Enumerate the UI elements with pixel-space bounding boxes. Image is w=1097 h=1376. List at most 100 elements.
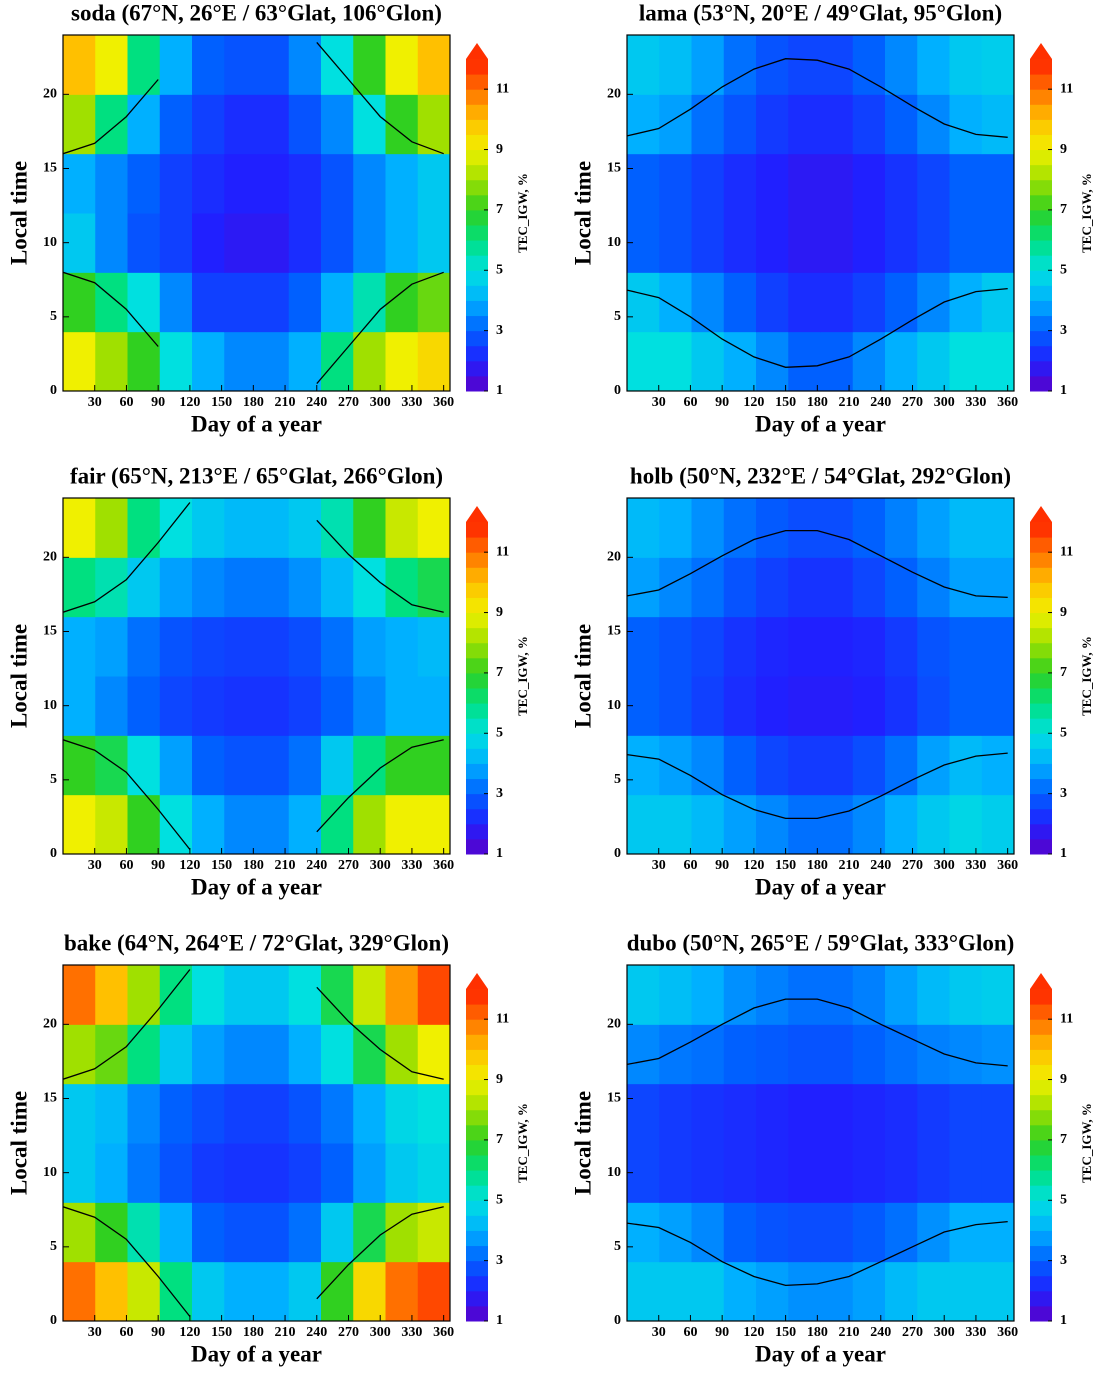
y-tick-label: 5 xyxy=(614,772,621,787)
heatmap-cell xyxy=(659,676,692,736)
plot-frame xyxy=(62,497,451,855)
heatmap-cell xyxy=(627,1261,660,1321)
x-tick-label: 240 xyxy=(870,395,891,410)
heatmap-cell xyxy=(63,1024,96,1085)
colorbar-band xyxy=(466,1200,488,1216)
heatmap-cell xyxy=(127,965,161,1025)
heatmap-cell xyxy=(659,735,692,796)
colorbar-band xyxy=(1030,838,1052,855)
heatmap-cell xyxy=(659,1261,692,1321)
heatmap-cell xyxy=(417,94,450,155)
heatmap-cell xyxy=(723,1143,757,1203)
heatmap-cell xyxy=(627,35,660,95)
heatmap-cell xyxy=(788,498,821,558)
colorbar-band xyxy=(466,1094,488,1111)
heatmap-cell xyxy=(256,1261,290,1321)
heatmap-cell xyxy=(981,1083,1014,1144)
colorbar-band xyxy=(1030,1079,1052,1096)
heatmap-cell xyxy=(224,1261,257,1321)
colorbar-band xyxy=(466,657,488,674)
y-tick-label: 15 xyxy=(607,161,621,176)
colorbar-band xyxy=(466,285,488,301)
y-axis-label: Local time xyxy=(6,624,31,728)
y-tick-label: 0 xyxy=(614,1313,621,1328)
heatmap-cell xyxy=(885,94,918,155)
colorbar-band xyxy=(1030,315,1052,332)
panel: holb (50°N, 232°E / 54°Glat, 292°Glon)30… xyxy=(570,463,1094,899)
colorbar-tick-label: 11 xyxy=(496,544,509,559)
heatmap-cell xyxy=(852,794,886,854)
colorbar-band xyxy=(1030,793,1052,810)
heatmap-cell xyxy=(256,616,290,677)
heatmap-cell xyxy=(127,676,161,736)
x-tick-label: 270 xyxy=(902,858,923,873)
colorbar-band xyxy=(1030,597,1052,614)
heatmap-cell xyxy=(885,498,918,558)
heatmap-cell xyxy=(127,1024,161,1085)
heatmap-cell xyxy=(95,272,128,333)
heatmap-cell xyxy=(159,94,193,155)
panel-title: bake (64°N, 264°E / 72°Glat, 329°Glon) xyxy=(64,930,449,955)
heatmap-cell xyxy=(417,794,450,854)
colorbar-tick-label: 3 xyxy=(1060,1253,1067,1268)
colorbar-band xyxy=(466,149,488,166)
heatmap-cell xyxy=(659,1083,692,1144)
heatmap-cell xyxy=(288,557,322,618)
x-tick-label: 360 xyxy=(997,858,1018,873)
colorbar-band xyxy=(466,1124,488,1141)
heatmap-cell xyxy=(723,616,757,677)
heatmap-cell xyxy=(917,965,950,1025)
heatmap-cell xyxy=(417,676,450,736)
heatmap-cell xyxy=(288,498,322,558)
heatmap-cell xyxy=(288,213,322,273)
heatmap-cell xyxy=(224,1083,257,1144)
heatmap-cell xyxy=(353,735,386,796)
x-tick-label: 210 xyxy=(839,395,860,410)
x-tick-label: 60 xyxy=(683,1325,697,1340)
heatmap-cell xyxy=(95,153,128,214)
heatmap-cell xyxy=(691,1202,725,1263)
x-tick-label: 90 xyxy=(151,1325,165,1340)
heatmap-cell xyxy=(981,735,1014,796)
colorbar-band xyxy=(466,255,488,271)
heatmap-cell xyxy=(820,557,854,618)
panel-title: soda (67°N, 26°E / 63°Glat, 106°Glon) xyxy=(71,0,442,25)
colorbar-band xyxy=(1030,300,1052,317)
colorbar-tick-label: 11 xyxy=(496,1011,509,1026)
heatmap-cell xyxy=(256,1143,290,1203)
heatmap-cell xyxy=(691,1143,725,1203)
heatmap-cell xyxy=(288,153,322,214)
colorbar-band xyxy=(1030,522,1052,538)
heatmap-cell xyxy=(256,735,290,796)
heatmap-cell xyxy=(788,735,821,796)
colorbar-tick-label: 1 xyxy=(1060,383,1067,398)
colorbar-band xyxy=(466,1019,488,1035)
heatmap-cell xyxy=(981,676,1014,736)
heatmap-cell xyxy=(981,213,1014,273)
heatmap-cell xyxy=(788,1202,821,1263)
x-tick-label: 330 xyxy=(401,858,422,873)
panel: fair (65°N, 213°E / 65°Glat, 266°Glon)30… xyxy=(6,463,530,899)
x-tick-label: 360 xyxy=(433,1325,454,1340)
colorbar-band xyxy=(466,104,488,120)
colorbar-tick-label: 11 xyxy=(1060,1011,1073,1026)
colorbar-tick-label: 3 xyxy=(496,1253,503,1268)
colorbar-band xyxy=(466,778,488,795)
colorbar-band xyxy=(1030,59,1052,75)
colorbar-band xyxy=(466,627,488,644)
heatmap-cell xyxy=(385,213,419,273)
x-tick-label: 180 xyxy=(243,858,264,873)
heatmap-cell xyxy=(385,794,419,854)
x-tick-label: 360 xyxy=(997,395,1018,410)
colorbar-band xyxy=(466,763,488,780)
heatmap-cell xyxy=(417,735,450,796)
x-tick-label: 330 xyxy=(965,858,986,873)
heatmap-cell xyxy=(224,735,257,796)
heatmap-cell xyxy=(627,965,660,1025)
heatmap-cell xyxy=(192,965,225,1025)
x-tick-label: 90 xyxy=(715,395,729,410)
heatmap-cell xyxy=(353,1202,386,1263)
heatmap-cell xyxy=(949,1143,983,1203)
heatmap-cell xyxy=(159,1024,193,1085)
heatmap-cell xyxy=(385,272,419,333)
